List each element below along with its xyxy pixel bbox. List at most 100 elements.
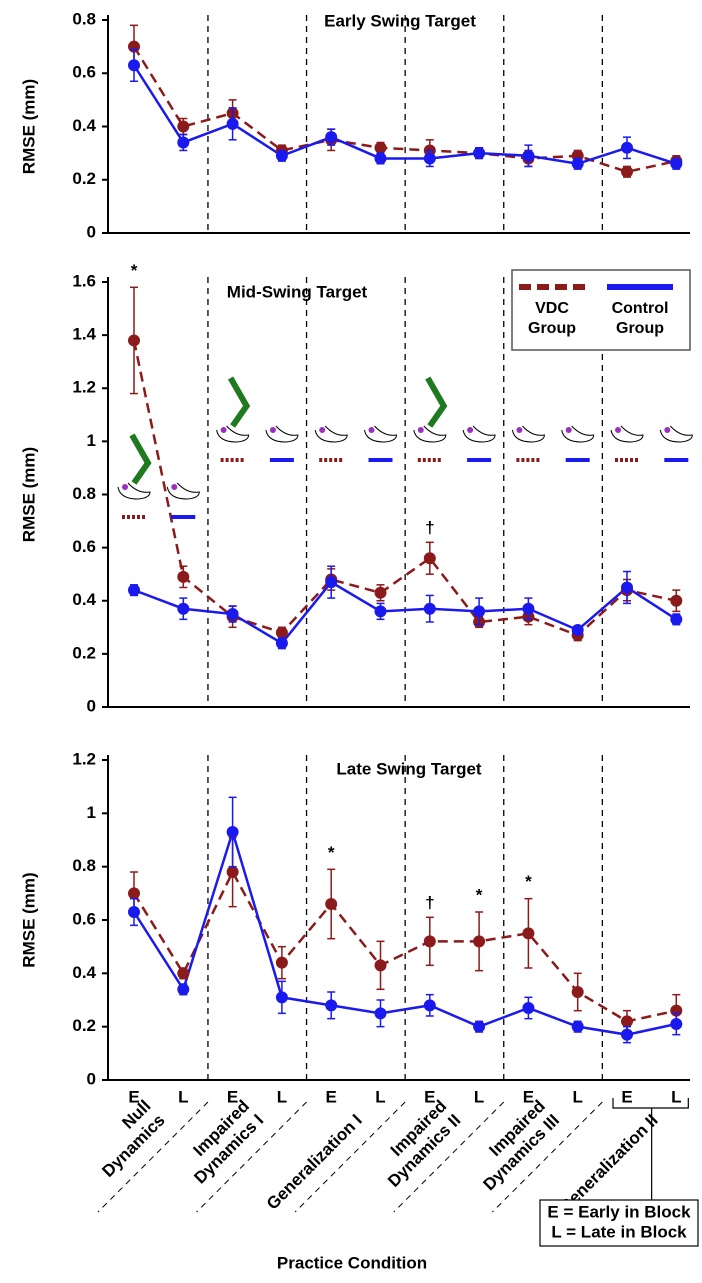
y-tick-label: 0.8: [72, 9, 96, 28]
point: [128, 59, 140, 72]
significance-marker: *: [328, 843, 335, 862]
y-tick-label: 0.2: [72, 643, 96, 662]
point: [571, 157, 584, 170]
impairment-icon: [425, 376, 448, 428]
foot-dot: [467, 427, 474, 433]
point: [621, 141, 633, 154]
point: [275, 637, 288, 650]
x-tick-label: L: [474, 1087, 484, 1106]
foot-icon: [117, 482, 151, 500]
x-axis-label: Practice Condition: [277, 1253, 427, 1272]
point: [423, 935, 436, 948]
series-line: [132, 45, 677, 174]
foot-icon: [265, 425, 299, 443]
legend-label: VDC Group: [528, 300, 576, 337]
point: [128, 887, 140, 900]
point: [374, 141, 387, 154]
foot-dot: [516, 427, 523, 433]
foot-dot: [220, 427, 227, 433]
point: [522, 927, 535, 940]
point: [670, 1018, 683, 1030]
x-tick-label: E: [326, 1087, 337, 1106]
note-box: [539, 1199, 699, 1247]
x-tick-label: E: [128, 1087, 139, 1106]
x-tick-label: E: [424, 1087, 435, 1106]
significance-marker: †: [425, 893, 434, 912]
x-tick-label: L: [375, 1087, 385, 1106]
foot-icon: [462, 425, 496, 443]
y-tick-label: 0.6: [72, 537, 96, 556]
y-tick-label: 0: [87, 1069, 96, 1088]
foot-icon: [314, 425, 348, 443]
series-line: [132, 827, 677, 1036]
foot-icon: [610, 425, 644, 443]
x-tick-label: L: [178, 1087, 188, 1106]
x-tick-label: E: [227, 1087, 238, 1106]
condition-label: Generalization I: [263, 1111, 366, 1214]
significance-marker: *: [476, 885, 483, 904]
point: [128, 906, 140, 918]
label-divider: [393, 1101, 505, 1213]
impairment-icon: [129, 433, 152, 485]
bracket: [612, 1098, 689, 1200]
point: [275, 626, 288, 639]
y-tick-label: 1.6: [72, 271, 96, 290]
y-tick-label: 1.2: [72, 378, 96, 397]
foot-icon: [166, 482, 200, 500]
impairment-icon: [227, 376, 251, 428]
foot-icon: [561, 425, 595, 443]
y-tick-label: 0.4: [72, 116, 96, 135]
point: [325, 999, 338, 1012]
foot-dot: [171, 484, 178, 490]
point: [374, 586, 387, 599]
note-text: E = Early in Block: [547, 1202, 691, 1221]
point: [275, 149, 288, 162]
point: [621, 165, 633, 178]
point: [177, 983, 190, 996]
point: [522, 1002, 535, 1014]
point: [473, 147, 486, 160]
y-tick-label: 1: [87, 431, 96, 450]
point: [423, 602, 436, 615]
point: [226, 826, 239, 838]
icon-mask: [114, 405, 198, 563]
point: [325, 898, 338, 910]
y-tick-label: 0: [87, 222, 96, 241]
condition-icons: [117, 376, 693, 519]
point: [177, 570, 190, 583]
y-axis-label: RMSE (mm): [19, 872, 38, 967]
y-tick-label: 0.2: [72, 1016, 96, 1035]
point: [670, 594, 683, 607]
point: [226, 608, 239, 621]
point: [128, 584, 140, 597]
point: [423, 999, 436, 1012]
point: [177, 602, 190, 615]
series-line: [133, 580, 677, 645]
chart-title: Late Swing Target: [336, 759, 481, 778]
y-tick-label: 0.6: [72, 909, 96, 928]
label-divider: [196, 1101, 307, 1213]
x-tick-label: L: [671, 1087, 681, 1106]
point: [473, 605, 486, 618]
point: [473, 935, 486, 948]
y-tick-label: 0.6: [72, 63, 96, 82]
foot-dot: [664, 427, 671, 433]
point: [670, 157, 683, 170]
point: [128, 334, 140, 347]
point: [374, 152, 387, 165]
point: [621, 1015, 633, 1028]
point: [571, 986, 584, 998]
point: [177, 967, 190, 980]
legend-box: [511, 269, 691, 351]
foot-dot: [615, 427, 621, 433]
point: [374, 1007, 387, 1020]
x-tick-label: E: [621, 1087, 632, 1106]
label-divider: [97, 1101, 209, 1213]
point: [177, 136, 190, 149]
point: [423, 552, 436, 565]
point: [571, 623, 584, 636]
foot-icon: [511, 425, 545, 443]
point: [522, 149, 535, 162]
